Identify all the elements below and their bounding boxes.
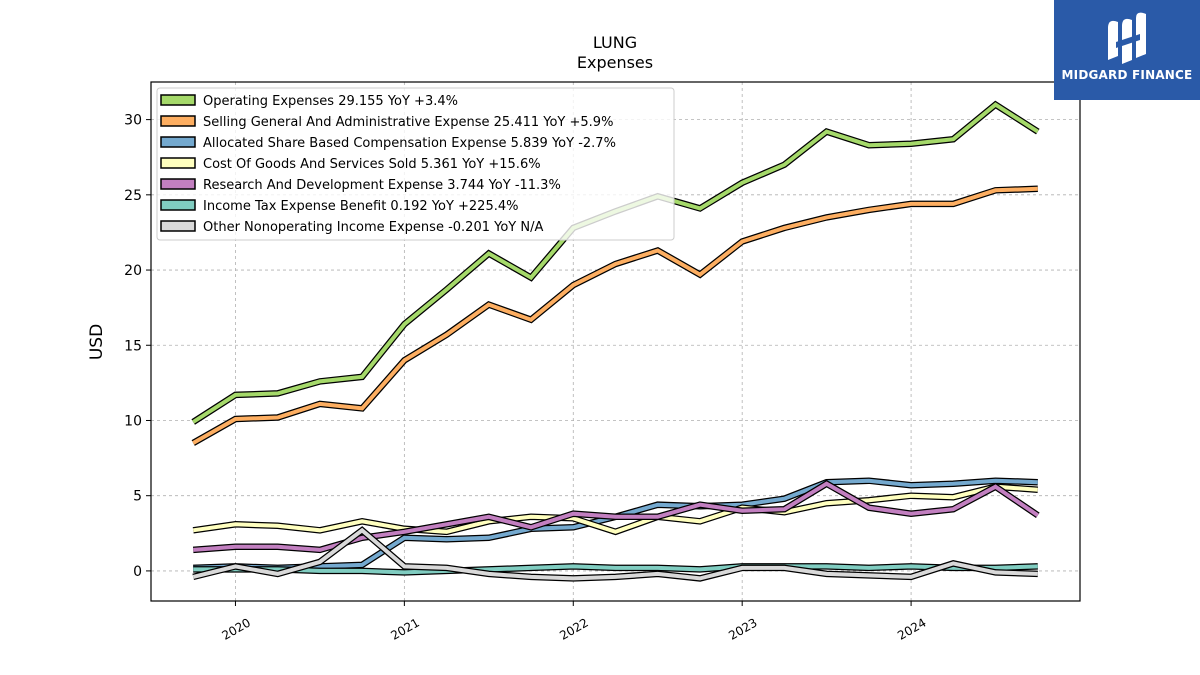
plot-frame	[150, 81, 1081, 602]
legend-swatch	[160, 115, 196, 127]
series-income-tax-expense-benefit	[193, 563, 1038, 576]
legend: Operating Expenses 29.155 YoY +3.4% Selli…	[156, 87, 675, 241]
y-tick-label: 0	[133, 564, 142, 580]
series-research-and-development-expense	[192, 479, 1040, 554]
legend-entry: Operating Expenses 29.155 YoY +3.4%	[203, 94, 458, 109]
y-axis: 0 5 10 15 20 25 30	[124, 113, 151, 580]
legend-entry: Cost Of Goods And Services Sold 5.361 Yo…	[203, 157, 541, 172]
chart-title: LUNG	[593, 33, 637, 52]
legend-entry: Selling General And Administrative Expen…	[203, 115, 613, 130]
series-line	[193, 564, 1038, 575]
legend-swatch	[160, 136, 196, 148]
x-tick-label: 2020	[220, 615, 253, 642]
brand-logo: MIDGARD FINANCE	[1054, 0, 1200, 100]
y-tick-label: 10	[124, 413, 142, 429]
legend-entry: Research And Development Expense 3.744 Y…	[203, 178, 561, 193]
legend-entry: Other Nonoperating Income Expense -0.201…	[203, 220, 543, 235]
series-line	[192, 186, 1038, 445]
y-tick-label: 20	[124, 263, 142, 279]
legend-box	[156, 87, 675, 241]
logo-text: MIDGARD FINANCE	[1061, 68, 1193, 82]
series-cost-of-goods-and-services-sold	[192, 483, 1039, 536]
series-line	[192, 484, 1038, 534]
legend-entry: Allocated Share Based Compensation Expen…	[203, 136, 616, 151]
series-line	[193, 481, 1039, 552]
x-tick-label: 2021	[388, 615, 421, 642]
legend-swatch	[160, 199, 196, 211]
logo-mark-icon	[1108, 12, 1146, 64]
legend-swatch	[160, 157, 196, 169]
legend-swatch	[160, 94, 196, 106]
y-tick-label: 25	[124, 188, 142, 204]
x-tick-label: 2024	[895, 615, 928, 642]
y-tick-label: 30	[124, 113, 142, 129]
x-tick-label: 2023	[726, 615, 759, 642]
series-line	[192, 527, 1038, 581]
legend-swatch	[160, 178, 196, 190]
y-tick-label: 5	[133, 489, 142, 505]
chart-subtitle: Expenses	[577, 53, 653, 72]
legend-entry: Income Tax Expense Benefit 0.192 YoY +22…	[203, 199, 518, 214]
x-tick-label: 2022	[557, 615, 590, 642]
x-axis: 2020 2021 2022 2023 2024	[220, 601, 929, 643]
y-axis-label: USD	[87, 324, 107, 360]
y-tick-label: 15	[124, 338, 142, 354]
legend-swatch	[160, 220, 196, 232]
series-selling-general-and-administrative-expense	[191, 185, 1038, 446]
series-other-nonoperating-income-expense	[192, 526, 1038, 582]
